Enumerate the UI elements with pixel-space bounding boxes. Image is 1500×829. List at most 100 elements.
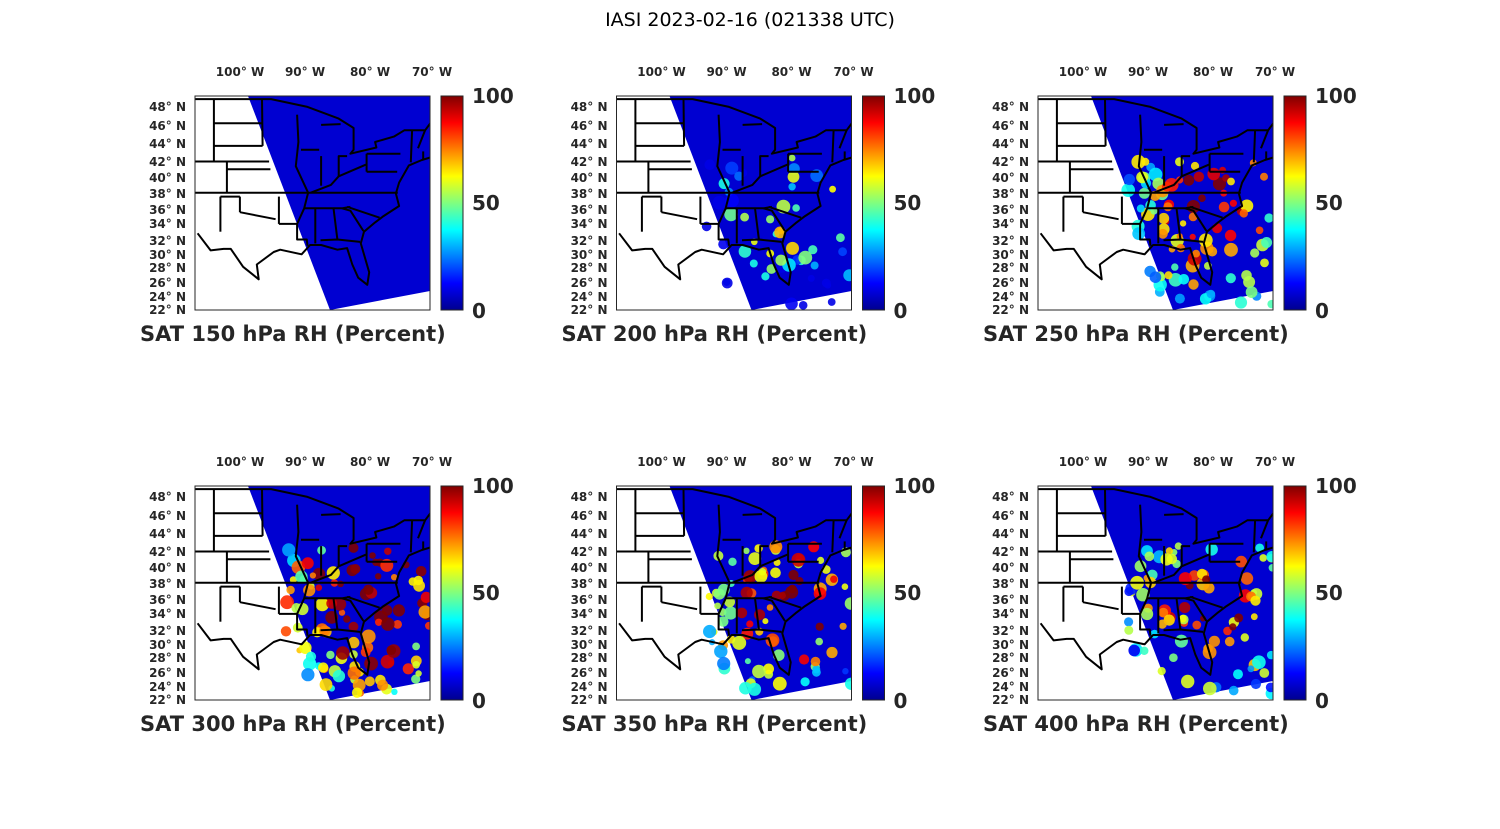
rh-observation bbox=[1157, 619, 1167, 629]
lat-tick-label: 32° N bbox=[992, 624, 1029, 638]
rh-observation bbox=[319, 678, 333, 691]
lat-tick-label: 32° N bbox=[571, 234, 608, 248]
lat-tick-label: 28° N bbox=[149, 651, 186, 665]
rh-observation bbox=[717, 656, 731, 671]
lat-tick-label: 24° N bbox=[571, 290, 608, 304]
rh-observation bbox=[704, 159, 716, 170]
lat-tick-label: 26° N bbox=[992, 666, 1029, 680]
rh-observation bbox=[1229, 199, 1237, 207]
rh-observation bbox=[412, 661, 420, 669]
rh-observation bbox=[1124, 617, 1134, 627]
boundary-line bbox=[742, 123, 763, 126]
lat-tick-label: 34° N bbox=[571, 217, 608, 231]
colorbar-tick-label: 0 bbox=[894, 689, 908, 713]
rh-observation bbox=[347, 666, 361, 680]
lat-tick-label: 48° N bbox=[149, 490, 186, 504]
map-axes bbox=[194, 485, 431, 701]
rh-observation bbox=[393, 620, 402, 629]
rh-observation bbox=[412, 642, 420, 651]
boundary-line bbox=[409, 130, 414, 163]
lon-tick-label: 90° W bbox=[706, 65, 746, 79]
axes-box bbox=[1037, 95, 1274, 311]
rh-observation bbox=[1203, 681, 1217, 696]
rh-observation bbox=[1181, 674, 1195, 689]
rh-observation bbox=[830, 575, 838, 583]
rh-observation bbox=[415, 566, 427, 577]
rh-observation bbox=[761, 272, 770, 281]
lon-tick-label: 70° W bbox=[412, 65, 452, 79]
rh-observation bbox=[338, 609, 346, 616]
lon-tick-label: 70° W bbox=[1255, 65, 1295, 79]
lat-tick-label: 30° N bbox=[149, 638, 186, 652]
boundary-line bbox=[1164, 123, 1184, 126]
boundary-line bbox=[1038, 488, 1273, 545]
rh-observation bbox=[1183, 174, 1195, 186]
rh-observation bbox=[791, 552, 806, 567]
rh-observation bbox=[739, 681, 752, 695]
rh-observation bbox=[318, 662, 329, 673]
boundary-line bbox=[831, 130, 835, 163]
rh-observation bbox=[844, 597, 852, 610]
lat-tick-label: 44° N bbox=[992, 527, 1029, 541]
rh-observation bbox=[1123, 173, 1135, 186]
lat-tick-label: 40° N bbox=[992, 171, 1029, 185]
rh-observation bbox=[1224, 636, 1235, 647]
rh-observation bbox=[1259, 668, 1270, 678]
rh-observation bbox=[736, 607, 748, 619]
lat-tick-label: 38° N bbox=[149, 577, 186, 591]
colorbar-tick-label: 100 bbox=[1315, 84, 1357, 108]
rh-observation bbox=[763, 663, 774, 675]
rh-observation bbox=[315, 584, 323, 591]
boundary-line bbox=[616, 98, 852, 155]
rh-observation bbox=[1245, 286, 1258, 298]
satellite-swath bbox=[248, 96, 430, 310]
colorbar bbox=[1283, 485, 1307, 701]
boundary-line bbox=[337, 155, 348, 177]
rh-observation bbox=[413, 575, 423, 586]
rh-observation bbox=[348, 621, 359, 632]
lat-tick-label: 38° N bbox=[571, 577, 608, 591]
rh-observation bbox=[766, 604, 774, 611]
map-panel-200hpa: 100° W 90° W 80° W 70° W 48° N 46° N 44° N 42° … bbox=[562, 65, 936, 346]
rh-observation bbox=[842, 668, 849, 675]
boundary-line bbox=[195, 98, 430, 155]
boundary-line bbox=[341, 207, 365, 232]
lat-tick-label: 28° N bbox=[571, 651, 608, 665]
rh-observation bbox=[810, 656, 821, 667]
boundary-line bbox=[1153, 163, 1210, 194]
panel-title: SAT 200 hPa RH (Percent) bbox=[562, 322, 868, 346]
lat-tick-label: 22° N bbox=[571, 693, 608, 707]
rh-observation bbox=[785, 297, 798, 310]
colorbar bbox=[440, 95, 464, 311]
rh-observation bbox=[778, 591, 786, 600]
colorbar-tick-label: 50 bbox=[894, 581, 922, 605]
boundary-line bbox=[754, 208, 760, 240]
colorbar-tick-label: 100 bbox=[1315, 474, 1357, 498]
colorbar-tick-label: 0 bbox=[472, 299, 486, 323]
map-axes bbox=[1037, 485, 1274, 701]
boundary-line bbox=[741, 628, 782, 633]
rh-observation bbox=[728, 557, 737, 566]
boundary-line bbox=[838, 129, 848, 149]
panel-title: SAT 350 hPa RH (Percent) bbox=[562, 712, 868, 736]
rh-observation bbox=[1141, 157, 1150, 166]
boundary-line bbox=[337, 545, 348, 567]
rh-observation bbox=[807, 274, 815, 282]
colorbar-tick-label: 50 bbox=[472, 191, 500, 215]
lat-tick-label: 28° N bbox=[992, 261, 1029, 275]
rh-observation bbox=[1224, 229, 1237, 242]
boundary-line bbox=[682, 99, 686, 146]
rh-observation bbox=[309, 572, 316, 579]
map-panel-350hpa: 100° W 90° W 80° W 70° W 48° N 46° N 44° N 42° … bbox=[562, 455, 936, 736]
rh-observation bbox=[348, 542, 359, 553]
rh-observation bbox=[786, 241, 799, 255]
rh-observation bbox=[1266, 551, 1273, 562]
rh-observation bbox=[1179, 220, 1187, 227]
rh-observation bbox=[350, 564, 361, 574]
lat-tick-label: 44° N bbox=[571, 527, 608, 541]
boundary-line bbox=[1164, 513, 1184, 516]
boundary-line bbox=[731, 553, 788, 584]
colorbar-tick-label: 50 bbox=[472, 581, 500, 605]
boundary-line bbox=[239, 601, 276, 611]
rh-observation bbox=[721, 277, 733, 289]
